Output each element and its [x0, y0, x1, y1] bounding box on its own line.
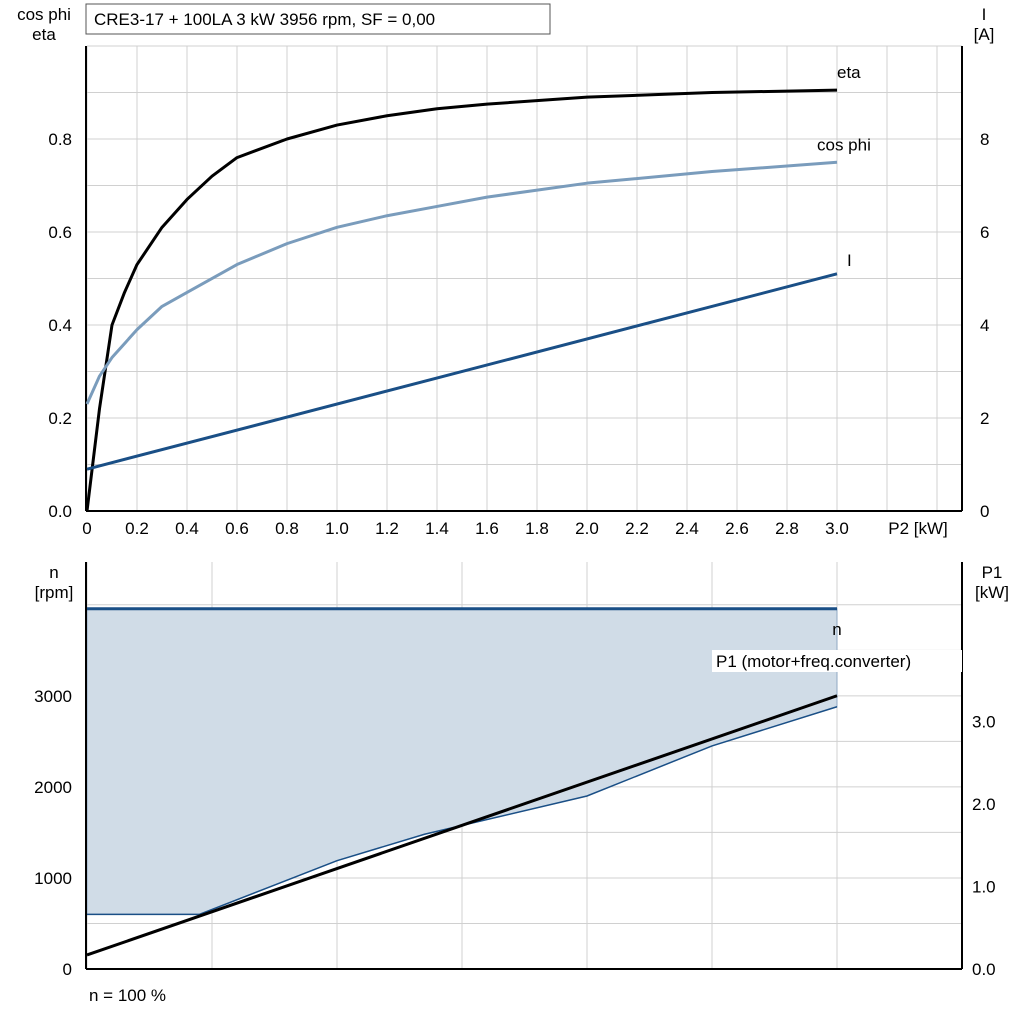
y-right-tick-label: 2	[980, 409, 989, 428]
x-tick-label: 2.4	[675, 519, 699, 538]
y-left-tick-label: 0.6	[48, 223, 72, 242]
p1-tick-label: 3.0	[972, 712, 996, 731]
x-tick-label: 0.6	[225, 519, 249, 538]
y-right-tick-label: 0	[980, 502, 989, 521]
x-tick-label: 1.2	[375, 519, 399, 538]
y-right-tick-label: 6	[980, 223, 989, 242]
p1-tick-label: 1.0	[972, 877, 996, 896]
n-label-2: [rpm]	[35, 583, 74, 602]
y-right-tick-label: 8	[980, 130, 989, 149]
series-label-cos-phi: cos phi	[817, 135, 871, 154]
x-tick-label: 1.8	[525, 519, 549, 538]
x-tick-label: 3.0	[825, 519, 849, 538]
y-right-label-1: I	[982, 5, 987, 24]
x-tick-label: 2.2	[625, 519, 649, 538]
x-tick-label: 0.2	[125, 519, 149, 538]
n-tick-label: 1000	[34, 869, 72, 888]
x-tick-label: 0.4	[175, 519, 199, 538]
x-tick-label: 0.8	[275, 519, 299, 538]
y-right-label-2: [A]	[974, 25, 995, 44]
x-tick-label: 1.6	[475, 519, 499, 538]
series-line-n-min	[87, 706, 838, 916]
x-axis-label: P2 [kW]	[888, 519, 948, 538]
x-tick-label: 1.0	[325, 519, 349, 538]
n-label-1: n	[49, 563, 58, 582]
x-tick-label: 2.6	[725, 519, 749, 538]
series-line-cos-phi	[85, 160, 838, 405]
x-tick-label: 2.8	[775, 519, 799, 538]
series-line-I	[86, 272, 838, 471]
n-tick-label: 3000	[34, 687, 72, 706]
p1-label-bg	[712, 650, 962, 672]
series-line-eta	[85, 88, 838, 512]
footer-note: n = 100 %	[89, 986, 166, 1005]
y-right-tick-label: 4	[980, 316, 989, 335]
y-left-tick-label: 0.0	[48, 502, 72, 521]
y-left-label-2: eta	[32, 25, 56, 44]
series-label-I: I	[847, 251, 852, 270]
series-label-n: n	[832, 620, 841, 639]
y-left-label-1: cos phi	[17, 5, 71, 24]
title-box	[85, 3, 551, 35]
series-label-eta: eta	[837, 63, 861, 82]
y-left-tick-label: 0.2	[48, 409, 72, 428]
p1-label-2: [kW]	[975, 583, 1009, 602]
x-tick-label: 1.4	[425, 519, 449, 538]
y-left-tick-label: 0.4	[48, 316, 72, 335]
x-tick-label: 0	[82, 519, 91, 538]
p1-tick-label: 2.0	[972, 795, 996, 814]
n-tick-label: 2000	[34, 778, 72, 797]
x-tick-label: 2.0	[575, 519, 599, 538]
p1-label-1: P1	[982, 563, 1003, 582]
y-left-tick-label: 0.8	[48, 130, 72, 149]
p1-tick-label: 0.0	[972, 960, 996, 979]
n-tick-label: 0	[63, 960, 72, 979]
series-line-p1	[86, 694, 838, 957]
series-label-p1: P1 (motor+freq.converter)	[716, 652, 911, 671]
chart-title: CRE3-17 + 100LA 3 kW 3956 rpm, SF = 0,00	[94, 10, 435, 29]
